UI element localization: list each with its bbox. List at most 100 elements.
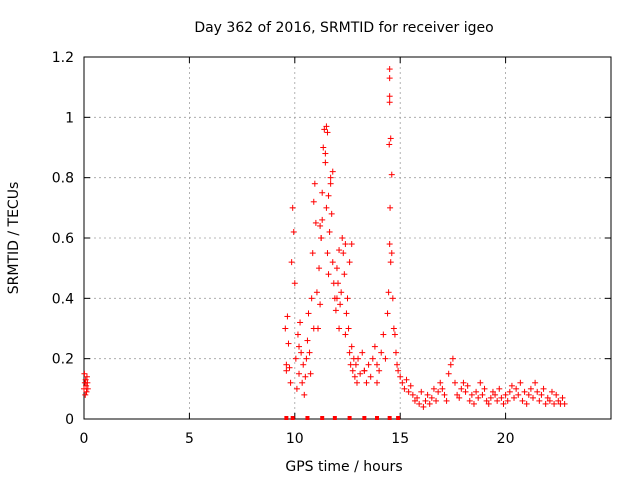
data-point [477,379,484,386]
data-point [389,295,396,302]
data-point [401,385,408,392]
data-point [508,382,515,389]
zero-marker [362,416,367,420]
y-tick-label: 0.6 [52,231,74,247]
y-tick-label: 0.4 [52,291,74,307]
data-point [494,397,501,404]
data-point [337,301,344,308]
data-point [317,301,324,308]
data-point [502,391,509,398]
zero-marker [290,416,295,420]
data-point [498,394,505,401]
data-point [327,180,334,187]
data-point [285,340,292,347]
data-point [511,394,518,401]
data-point [504,397,511,404]
data-point [437,379,444,386]
zero-marker [387,416,392,420]
data-point [296,370,303,377]
data-point [327,174,334,181]
y-tick-label: 0.8 [52,171,74,187]
data-point [367,373,374,380]
data-point [464,382,471,389]
data-point [530,394,537,401]
data-point [296,343,303,350]
data-point [395,367,402,374]
data-point [468,391,475,398]
data-point [369,355,376,362]
data-point [82,391,89,398]
data-point [351,373,358,380]
data-point [344,295,351,302]
data-point [386,66,393,73]
data-point [561,400,568,407]
data-point [325,192,332,199]
data-point [303,355,310,362]
data-point [405,388,412,395]
y-axis-label: SRMTID / TECUs [6,182,22,295]
y-tick-label: 0 [65,412,74,428]
data-point [361,367,368,374]
plot-frame [83,56,612,420]
data-point [458,385,465,392]
data-point [489,388,496,395]
data-point [378,349,385,356]
data-point [346,259,353,266]
data-point [479,391,486,398]
data-point [559,394,566,401]
data-point [336,325,343,332]
data-point [342,331,349,338]
chart-title: Day 362 of 2016, SRMTID for receiver ige… [194,20,493,36]
data-point [399,379,406,386]
data-point [321,126,328,133]
data-point [298,349,305,356]
data-point [328,210,335,217]
data-point [456,394,463,401]
data-point [544,394,551,401]
data-point [388,250,395,257]
data-point [317,222,324,229]
data-point [371,343,378,350]
data-point [485,400,492,407]
data-point [386,141,393,148]
data-point [519,397,526,404]
data-point [348,343,355,350]
data-point [542,400,549,407]
data-point [411,397,418,404]
data-point [473,388,480,395]
zero-marker [284,416,289,420]
data-point [319,189,326,196]
y-tick-label: 0.2 [52,352,74,368]
data-point [416,400,423,407]
data-point [283,367,290,374]
zero-marker [396,416,401,420]
data-point [301,391,308,398]
tick-labels: 0 5 10 15 20 0 0.2 0.4 0.6 0.8 1 1.2 [52,50,515,447]
data-point [386,241,393,248]
data-point [387,135,394,142]
data-point [466,397,473,404]
data-point [525,391,532,398]
data-point [309,250,316,257]
data-point [462,388,469,395]
y-tick-label: 1 [65,110,74,126]
data-point [363,379,370,386]
data-point [320,144,327,151]
data-point [283,361,290,368]
data-point [324,129,331,136]
data-point [403,376,410,383]
data-point [304,337,311,344]
data-point [387,259,394,266]
data-point [307,370,314,377]
data-point [538,391,545,398]
data-point [313,289,320,296]
x-axis-label: GPS time / hours [285,459,402,475]
data-point [323,123,330,130]
x-tick-label: 0 [80,431,89,447]
data-point [483,397,490,404]
data-point [380,331,387,338]
data-point [407,382,414,389]
data-point [420,403,427,410]
data-point [323,204,330,211]
data-point [352,361,359,368]
